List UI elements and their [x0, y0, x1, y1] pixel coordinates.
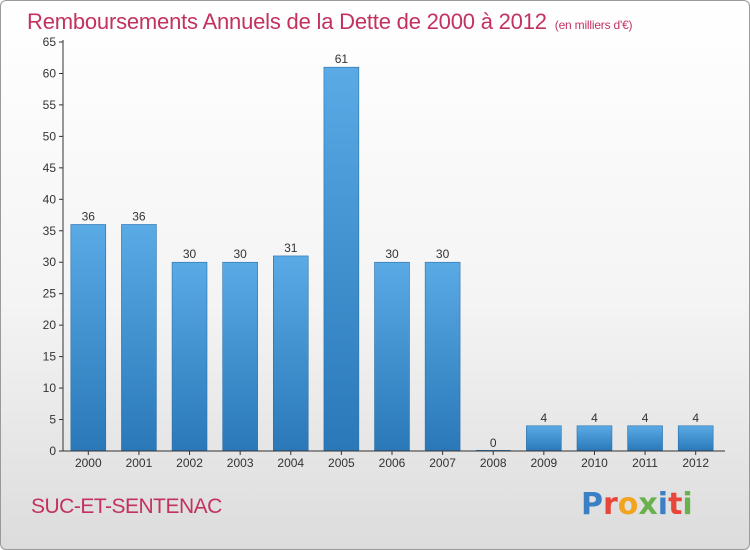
bar	[677, 425, 714, 452]
y-axis: 0 5 10 15 20 25 30 35 40 45 50 55 60 65	[43, 35, 64, 458]
chart-title-text: Remboursements Annuels de la Dette de 20…	[27, 9, 547, 34]
bar-value-label: 30	[183, 247, 197, 261]
y-tick-label: 40	[43, 192, 57, 206]
chart-unit: (en milliers d'€)	[554, 18, 633, 32]
bar-value-label: 61	[335, 52, 349, 66]
y-tick-label: 20	[43, 318, 57, 332]
bar-value-label: 4	[642, 411, 649, 425]
y-tick-label: 35	[43, 224, 57, 238]
logo-letter: o	[617, 487, 639, 522]
bar	[171, 261, 208, 452]
x-tick-label: 2001	[126, 456, 153, 470]
y-tick-label: 25	[43, 287, 57, 301]
bar	[374, 261, 410, 452]
bar-value-label: 30	[385, 247, 399, 261]
x-tick-label: 2006	[379, 456, 406, 470]
x-tick-label: 2002	[176, 456, 203, 470]
y-tick-label: 5	[49, 413, 56, 427]
logo-letter: t	[668, 487, 683, 522]
logo-letter: P	[581, 487, 603, 522]
bar	[424, 261, 461, 452]
bar-value-label: 4	[591, 411, 598, 425]
commune-name: SUC-ET-SENTENAC	[31, 495, 222, 518]
bar	[526, 425, 562, 452]
x-tick-label: 2005	[328, 456, 355, 470]
y-tick-label: 10	[43, 381, 57, 395]
x-tick-label: 2003	[227, 456, 254, 470]
x-tick-label: 2008	[480, 456, 507, 470]
x-tick-label: 2004	[277, 456, 304, 470]
bar	[70, 224, 107, 452]
bar-value-label: 30	[436, 247, 450, 261]
x-tick-label: 2010	[581, 456, 608, 470]
y-tick-label: 30	[43, 255, 57, 269]
bar-value-label: 31	[284, 241, 298, 255]
bar	[121, 224, 157, 452]
bar	[273, 255, 309, 452]
bar-value-label: 4	[692, 411, 699, 425]
y-tick-label: 15	[43, 350, 57, 364]
x-tick-label: 2007	[429, 456, 456, 470]
logo-letter: x	[638, 487, 658, 522]
y-tick-label: 45	[43, 161, 57, 175]
x-tick-label: 2012	[682, 456, 709, 470]
bars: 36 36 30 30 31 61 30 30 0 4 4 4 4	[70, 52, 714, 452]
bar	[323, 66, 360, 452]
x-tick-label: 2009	[530, 456, 557, 470]
bar	[576, 425, 613, 452]
bar-value-label: 30	[233, 247, 247, 261]
bar	[627, 425, 663, 452]
y-tick-label: 0	[49, 444, 56, 458]
bar-value-label: 0	[490, 436, 497, 450]
logo-letter: r	[603, 487, 618, 522]
bar-value-label: 36	[132, 209, 146, 223]
y-tick-label: 50	[43, 129, 57, 143]
bar-value-label: 36	[82, 209, 96, 223]
chart-title: Remboursements Annuels de la Dette de 20…	[27, 9, 633, 35]
x-axis: 2000 2001 2002 2003 2004 2005 2006 2007 2008 2009…	[63, 450, 725, 470]
bar	[222, 261, 258, 452]
logo-letter: i	[682, 487, 693, 522]
logo-letter: i	[657, 487, 669, 522]
y-tick-label: 60	[43, 66, 57, 80]
x-tick-label: 2000	[75, 456, 102, 470]
x-tick-label: 2011	[632, 456, 658, 470]
bar-value-label: 4	[541, 411, 548, 425]
y-tick-label: 65	[43, 35, 57, 49]
y-tick-label: 55	[43, 98, 57, 112]
proxiti-logo: Proxiti	[581, 487, 693, 522]
